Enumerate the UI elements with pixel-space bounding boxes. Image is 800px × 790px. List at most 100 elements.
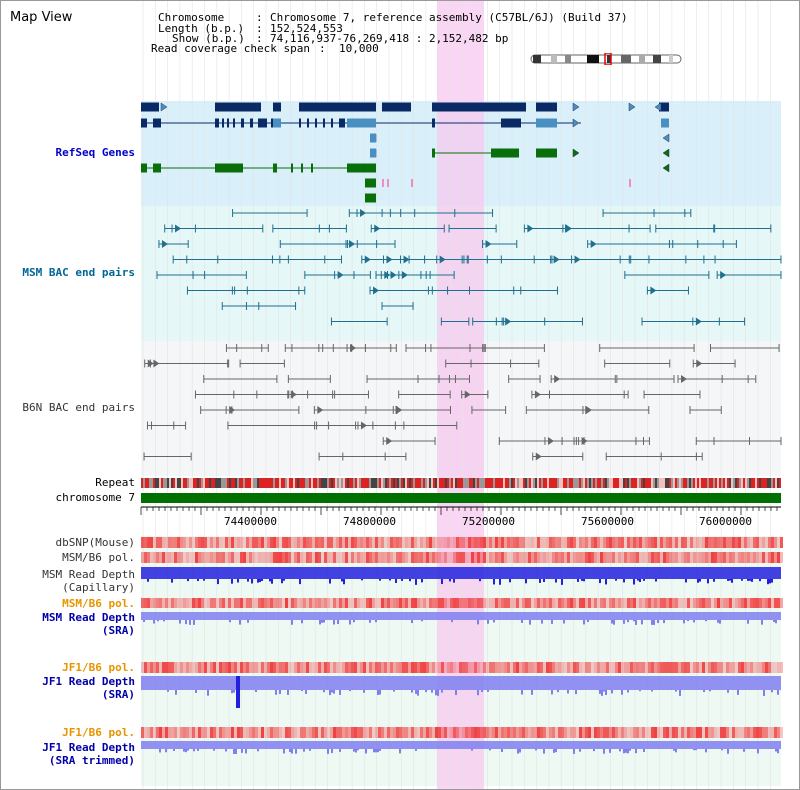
pol-segment [396,552,399,563]
repeat-segment [617,478,619,488]
track-label-repeat[interactable]: Repeat [95,476,135,489]
pol-segment [561,662,564,673]
gene-arrow [662,133,670,143]
repeat-segment [347,478,349,488]
pol-segment [480,552,483,563]
msm-depth-sra-bar [687,620,689,622]
pol-segment [402,552,405,563]
track-label-dbsnp[interactable]: dbSNP(Mouse) [55,536,135,549]
dbsnp-segment [579,537,582,548]
track-label-chromosome[interactable]: chromosome 7 [55,491,135,504]
pol-segment [687,727,690,738]
pol-segment [603,727,606,738]
repeat-segment [727,478,729,488]
repeat-segment [337,478,339,488]
pol-segment [180,552,183,563]
pol-segment [483,552,486,563]
repeat-segment [245,478,247,488]
pol-segment [561,598,564,608]
pol-segment [147,552,150,563]
pol-segment [417,662,420,673]
pol-segment [192,552,195,563]
pol-segment [603,598,606,608]
dbsnp-segment [321,537,324,548]
repeat-segment [345,478,347,488]
track-label-jf1-depth-trim-sub: (SRA trimmed) [48,754,135,767]
pol-segment [141,662,144,673]
pol-segment [330,727,333,738]
pol-segment [600,727,603,738]
b6n-bac-pair [554,375,561,383]
track-label-msm-depth-sra[interactable]: MSM Read Depth [42,611,135,624]
repeat-segment [753,478,755,488]
gene-exon [432,118,435,128]
chromosome-ideogram-icon[interactable] [529,53,685,65]
track-label-jf1-depth-trim[interactable]: JF1 Read Depth [42,741,135,754]
pol-segment [699,598,702,608]
dbsnp-segment [540,537,543,548]
track-label-msm-depth-cap[interactable]: MSM Read Depth [42,568,135,581]
repeat-segment [551,478,553,488]
pol-segment [471,662,474,673]
msm-depth-sra-bar [541,620,543,624]
pol-segment [141,727,144,738]
repeat-segment [261,478,263,488]
track-label-jf1-depth-sra[interactable]: JF1 Read Depth [42,675,135,688]
track-label-jf1-b6-pol-2[interactable]: JF1/B6 pol. [62,726,135,739]
pol-segment [552,662,555,673]
pol-segment [612,662,615,673]
msm-depth-sra-bar [487,620,489,624]
pol-segment [165,598,168,608]
pol-segment [762,662,765,673]
pol-segment [183,727,186,738]
track-label-b6n-bac[interactable]: B6N BAC end pairs [22,401,135,414]
pol-segment [672,552,675,563]
pol-segment [153,552,156,563]
pol-segment [189,662,192,673]
pol-segment [465,552,468,563]
pol-segment [252,598,255,608]
repeat-segment [341,478,343,488]
pol-segment [285,662,288,673]
pol-segment [597,552,600,563]
gene-exon [432,102,526,112]
pol-segment [243,598,246,608]
track-label-msm-b6-pol[interactable]: MSM/B6 pol. [62,551,135,564]
pol-segment [762,598,765,608]
pol-segment [462,727,465,738]
pol-segment [624,598,627,608]
pol-segment [489,662,492,673]
track-label-msm-b6-pol-2[interactable]: MSM/B6 pol. [62,597,135,610]
jf1-depth-sra-bar [599,690,601,694]
pol-segment [684,662,687,673]
pol-segment [546,552,549,563]
pol-segment [693,727,696,738]
track-label-msm-bac[interactable]: MSM BAC end pairs [22,266,135,279]
repeat-segment [413,478,415,488]
pol-segment [201,662,204,673]
pol-segment [558,727,561,738]
pol-segment [186,552,189,563]
jf1-depth-sra-bar [379,690,381,695]
pol-segment [774,552,777,563]
jf1-depth-sra-bar [441,690,443,693]
dbsnp-segment [462,537,465,548]
pol-segment [162,598,165,608]
pol-segment [657,552,660,563]
pol-segment [522,727,525,738]
pol-segment [666,727,669,738]
msm-depth-cap-bar [147,579,149,582]
repeat-segment [205,478,207,488]
pol-segment [768,552,771,563]
pol-segment [381,552,384,563]
track-label-jf1-b6-pol[interactable]: JF1/B6 pol. [62,661,135,674]
msm-depth-sra-bar [369,620,371,623]
dbsnp-segment [495,537,498,548]
gene-marker [382,179,384,187]
pol-segment [354,552,357,563]
pol-segment [246,662,249,673]
dbsnp-segment [408,537,411,548]
track-label-refseq[interactable]: RefSeq Genes [55,146,135,159]
dbsnp-segment [333,537,336,548]
